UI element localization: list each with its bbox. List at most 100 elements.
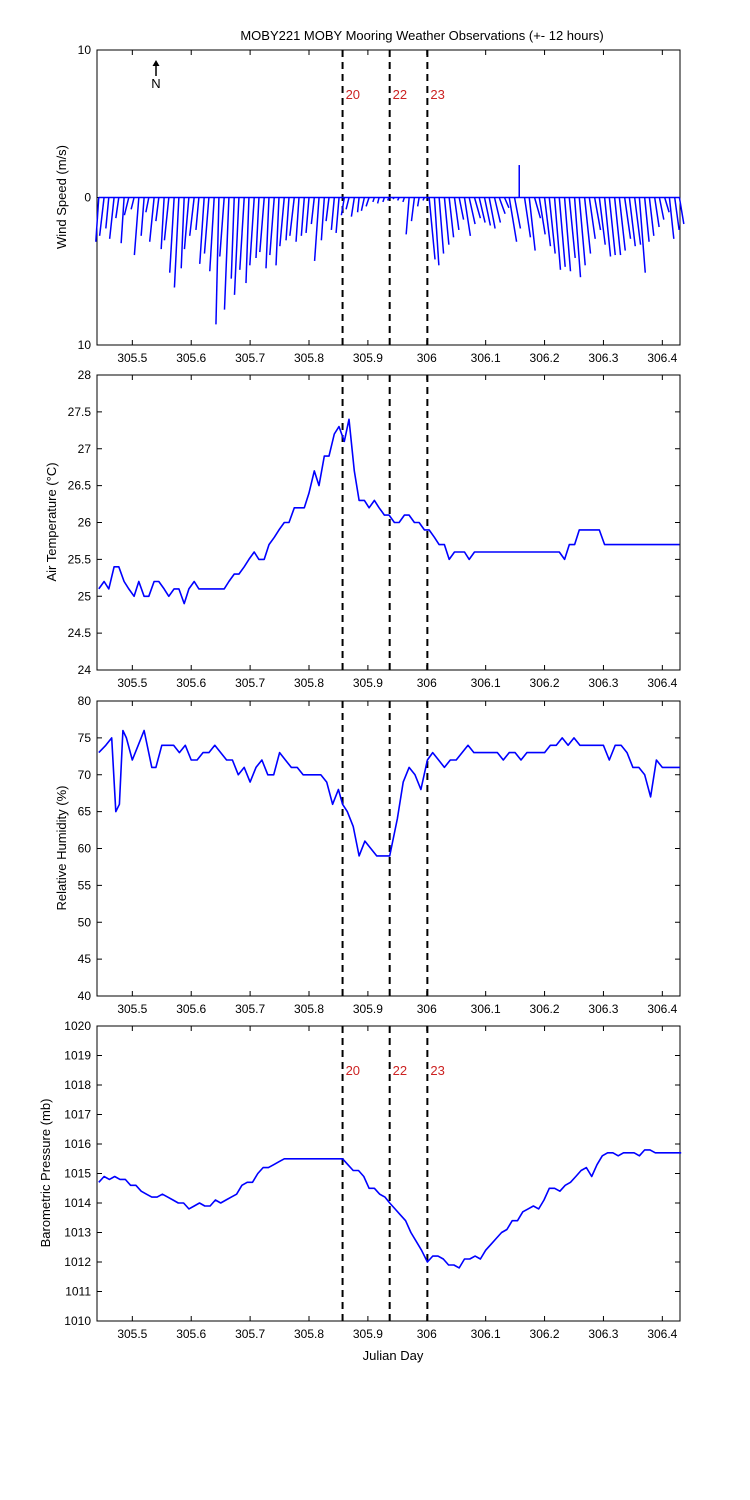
x-axis-label: Julian Day xyxy=(363,1348,424,1363)
north-label: N xyxy=(151,76,160,91)
wind-vector xyxy=(533,197,542,219)
wind-vector xyxy=(105,197,110,229)
event-marker-label: 22 xyxy=(393,87,407,102)
wind-vector xyxy=(233,197,240,295)
wind-vector xyxy=(223,197,230,310)
wind-vector xyxy=(95,197,100,242)
wind-vector xyxy=(663,197,670,213)
wind-vector xyxy=(340,197,346,216)
wind-vector xyxy=(120,197,125,244)
wind-vector xyxy=(478,197,486,223)
wind-vector xyxy=(488,197,496,229)
wind-vector xyxy=(376,197,380,204)
y-tick-label: 24.5 xyxy=(68,626,92,640)
x-tick-label: 306.4 xyxy=(647,676,677,690)
wind-vector xyxy=(458,197,465,220)
wind-vector xyxy=(245,197,250,284)
wind-vector xyxy=(155,197,160,222)
x-tick-label: 305.7 xyxy=(235,1327,265,1341)
wind-vector xyxy=(618,197,626,251)
x-tick-label: 305.9 xyxy=(353,1002,383,1016)
y-tick-label: 0 xyxy=(84,191,91,205)
wind-vector xyxy=(320,197,326,241)
wind-vector xyxy=(275,197,280,266)
x-tick-label: 306.3 xyxy=(588,1002,618,1016)
wind-vector xyxy=(558,197,566,267)
wind-vector xyxy=(289,197,296,236)
wind-vector xyxy=(305,197,310,233)
wind-vector xyxy=(160,197,165,250)
y-tick-label: 25 xyxy=(78,589,92,603)
x-tick-label: 306.3 xyxy=(588,676,618,690)
x-tick-label: 305.8 xyxy=(294,351,324,365)
wind-vector xyxy=(453,197,460,231)
wind-vector xyxy=(402,197,406,203)
x-tick-label: 306.1 xyxy=(471,1327,501,1341)
event-marker-label: 23 xyxy=(430,87,444,102)
wind-vector xyxy=(513,197,522,229)
wind-vector xyxy=(265,197,270,269)
y-tick-label: 24 xyxy=(78,663,92,677)
wind-vector xyxy=(405,197,410,235)
x-tick-label: 306.2 xyxy=(530,1002,560,1016)
x-tick-label: 305.6 xyxy=(176,351,206,365)
wind-vector xyxy=(356,197,360,213)
wind-vector xyxy=(163,197,170,241)
wind-vector xyxy=(392,196,395,200)
y-tick-label: 1013 xyxy=(64,1226,91,1240)
x-tick-label: 306 xyxy=(417,351,437,365)
wind-vector xyxy=(583,197,592,254)
y-tick-label: 75 xyxy=(78,731,92,745)
wind-vector xyxy=(410,197,416,222)
wind-vector xyxy=(173,197,180,288)
wind-vector xyxy=(623,197,632,239)
wind-vector xyxy=(209,197,215,272)
x-tick-label: 305.6 xyxy=(176,1327,206,1341)
wind-vector xyxy=(658,197,665,220)
wind-vector xyxy=(553,197,562,270)
wind-vector xyxy=(573,197,582,278)
wind-vector xyxy=(345,197,350,210)
y-tick-label: 27.5 xyxy=(68,405,92,419)
x-tick-label: 306.2 xyxy=(530,676,560,690)
wind-vector xyxy=(365,197,370,207)
x-tick-label: 306 xyxy=(417,676,437,690)
y-axis-label: Barometric Pressure (mb) xyxy=(38,1099,53,1248)
y-tick-label: 1019 xyxy=(64,1049,91,1063)
wind-vector xyxy=(372,197,376,203)
series-line xyxy=(98,418,680,605)
y-tick-label: 1014 xyxy=(64,1196,91,1210)
x-tick-label: 305.9 xyxy=(353,1327,383,1341)
wind-vector xyxy=(382,197,386,203)
wind-vector xyxy=(219,197,225,257)
series-line xyxy=(98,729,680,857)
wind-vector xyxy=(668,197,675,239)
wind-vector xyxy=(295,197,300,242)
wind-vector xyxy=(628,197,637,247)
wind-vector xyxy=(438,197,445,254)
y-tick-label: 50 xyxy=(78,915,92,929)
x-tick-label: 305.9 xyxy=(353,676,383,690)
figure-title: MOBY221 MOBY Mooring Weather Observation… xyxy=(240,28,603,43)
plot-area-frame xyxy=(96,374,681,671)
wind-vector xyxy=(215,197,220,325)
wind-vector xyxy=(98,197,105,236)
wind-vector xyxy=(255,197,260,259)
wind-vector xyxy=(603,197,612,257)
wind-vector xyxy=(350,197,356,217)
wind-vector xyxy=(473,197,482,219)
x-tick-label: 306.4 xyxy=(647,1002,677,1016)
y-tick-label: 80 xyxy=(78,694,92,708)
y-tick-label: 45 xyxy=(78,952,92,966)
x-tick-label: 306.2 xyxy=(530,1327,560,1341)
y-tick-label: 10 xyxy=(78,338,92,352)
wind-vector xyxy=(678,197,685,225)
wind-vector xyxy=(528,197,536,251)
wind-speed-panel: 10 0 10 305.5 305.6 305.7 305.8 305.9 306 306.1 30… xyxy=(54,43,685,365)
y-axis-label: Air Temperature (°C) xyxy=(44,462,59,581)
wind-vector xyxy=(279,197,286,247)
wind-vector xyxy=(259,197,265,253)
wind-vector xyxy=(325,197,330,222)
wind-vector xyxy=(588,197,596,239)
